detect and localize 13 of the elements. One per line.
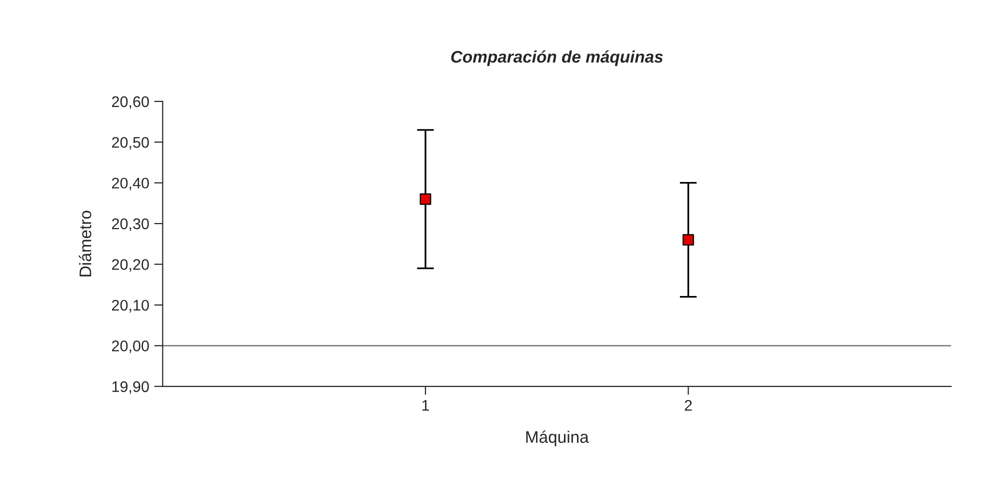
x-axis-title: Máquina bbox=[526, 430, 589, 446]
y-tick-label: 20,60 bbox=[112, 96, 149, 109]
y-tick-label: 20,00 bbox=[112, 340, 149, 354]
y-axis-title: Diámetro bbox=[78, 210, 92, 276]
y-tick-label: 20,20 bbox=[112, 259, 149, 272]
x-tick-label: 2 bbox=[684, 400, 692, 411]
y-tick-label: 20,30 bbox=[112, 218, 149, 232]
y-tick-label: 20,40 bbox=[112, 178, 149, 190]
chart-title: Comparación de máquinas bbox=[451, 50, 663, 66]
y-tick-label: 20,10 bbox=[112, 300, 149, 312]
y-tick-label: 19,90 bbox=[112, 381, 149, 394]
y-tick-label: 20,50 bbox=[112, 137, 149, 150]
x-tick-label: 1 bbox=[422, 400, 429, 411]
